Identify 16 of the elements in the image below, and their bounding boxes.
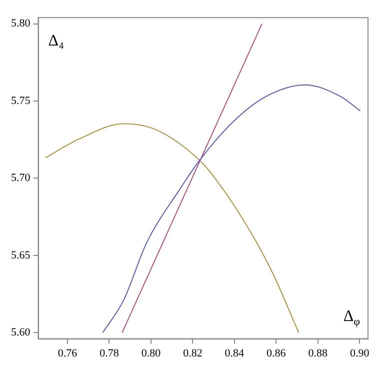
y-tick-label: 5.80 — [11, 18, 31, 30]
y-axis-title: Δ₄ — [48, 32, 65, 50]
y-tick-label: 5.60 — [11, 326, 31, 339]
y-tick-label: 5.70 — [11, 172, 31, 184]
line-series — [102, 84, 361, 334]
line-series — [44, 123, 300, 334]
x-tick-label: 0.90 — [350, 347, 370, 360]
x-tick-label: 0.80 — [141, 347, 162, 360]
x-tick-label: 0.82 — [183, 347, 202, 360]
x-tick-label: 0.84 — [224, 347, 245, 360]
y-tick-label: 5.65 — [11, 249, 31, 262]
y-tick-label: 5.75 — [11, 94, 31, 107]
x-tick-label: 0.78 — [100, 347, 120, 360]
x-tick-label: 0.88 — [308, 347, 328, 360]
x-tick-label: 0.76 — [58, 347, 78, 360]
x-tick-label: 0.86 — [266, 347, 286, 360]
